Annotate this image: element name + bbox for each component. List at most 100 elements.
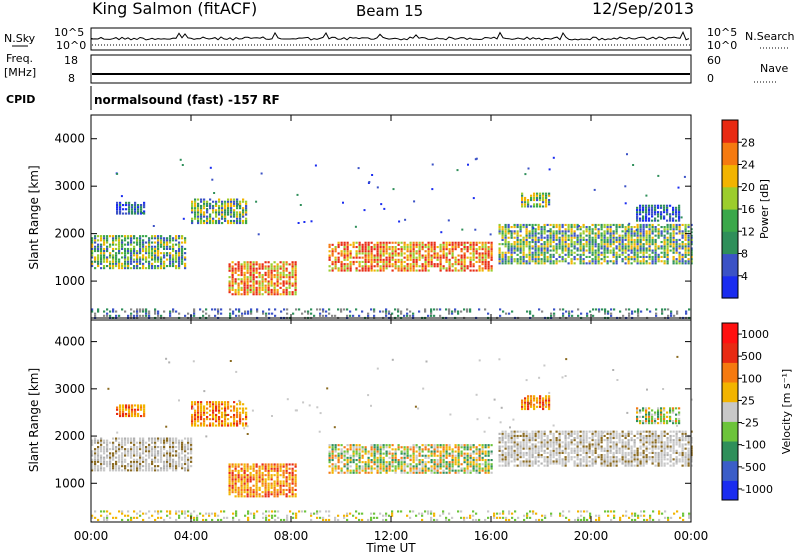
cpid-text: normalsound (fast) -157 RF: [94, 93, 280, 107]
y-tick-label-2: 3000: [54, 179, 85, 193]
colorbar-segment-1: [722, 253, 738, 277]
x-tick-label-1: 04:00: [174, 529, 209, 543]
scatter-band-1: [116, 201, 146, 215]
colorbar-tick-label-1: 8: [741, 248, 748, 261]
colorbar-tick-label-5: 24: [741, 159, 755, 172]
colorbar-tick-label-2: 100: [741, 372, 762, 385]
scatter-band-6: [521, 395, 551, 411]
colorbar-label: Velocity [m s⁻¹]: [780, 369, 793, 454]
colorbar-segment-4: [722, 401, 738, 422]
y-tick-label-0: 1000: [54, 476, 85, 490]
noise-tick-bottom: 10^0: [56, 39, 86, 52]
colorbar-tick-label-3: 16: [741, 203, 755, 216]
y-tick-label-2: 3000: [54, 382, 85, 396]
rti-panels: 1000 2000 3000 4000 Slant Range [km] 4 8 12 16 20…: [27, 114, 793, 554]
rti-panel-power: 1000 2000 3000 4000 Slant Range [km] 4 8 12 16 20…: [27, 114, 771, 321]
scatter-band-1: [116, 404, 146, 418]
colorbar-tick-label-4: 20: [741, 181, 755, 194]
scatter-band-5: [498, 430, 693, 467]
x-tick-label-3: 12:00: [374, 529, 409, 543]
y-axis-label: Slant Range [km]: [27, 165, 41, 269]
scatter-sparse: [115, 153, 693, 236]
colorbar-segment-3: [722, 421, 738, 442]
freq-panel: [90, 54, 692, 84]
y-axis-label: Slant Range [km]: [27, 368, 41, 472]
colorbar-power: 4 8 12 16 20 24 28 Power [dB]: [721, 119, 771, 299]
scatter-band-4: [328, 241, 493, 272]
x-tick-label-2: 08:00: [274, 529, 309, 543]
colorbar-tick-label-6: -500: [741, 461, 766, 474]
nave-tick-top: 60: [707, 54, 721, 67]
freq-tick-bottom: 8: [68, 72, 75, 85]
colorbar-tick-label-2: 12: [741, 225, 755, 238]
colorbar-segment-7: [722, 342, 738, 363]
panel-frame: [90, 114, 692, 321]
scatter-band-2: [191, 198, 248, 225]
nave-label: Nave: [760, 62, 788, 75]
y-tick-label-3: 4000: [54, 335, 85, 349]
scatter-band-3: [228, 261, 297, 296]
freq-tick-top: 18: [64, 54, 78, 67]
colorbar-segment-5: [722, 164, 738, 188]
colorbar-tick-label-7: -1000: [741, 483, 773, 496]
freq-label: Freq.: [6, 52, 33, 65]
colorbar-segment-7: [722, 120, 738, 143]
colorbar-segment-6: [722, 362, 738, 383]
n-search-label: N.Search: [745, 30, 795, 43]
mhz-label: [MHz]: [4, 66, 36, 79]
x-axis-label: Time UT: [365, 541, 416, 554]
colorbar-frame: [721, 322, 739, 501]
colorbar-segment-3: [722, 209, 738, 232]
x-tick-label-5: 20:00: [574, 529, 609, 543]
colorbar-segment-6: [722, 142, 738, 166]
scatter-band-4: [328, 444, 493, 474]
panel-frame: [90, 317, 692, 523]
x-tick-label-0: 00:00: [74, 529, 109, 543]
nave-tick-bottom: 0: [707, 72, 714, 85]
cpid-label: CPID: [6, 93, 35, 106]
colorbar-tick-label-0: 4: [741, 270, 748, 283]
colorbar-segment-5: [722, 382, 738, 403]
colorbar-tick-label-6: 28: [741, 136, 755, 149]
scatter-band-3: [228, 463, 297, 498]
scatter-band-7: [636, 407, 681, 425]
colorbar-tick-label-0: 1000: [741, 328, 769, 341]
colorbar-tick-label-4: -25: [741, 417, 759, 430]
station-title: King Salmon (fitACF): [92, 0, 257, 18]
colorbar-segment-4: [722, 186, 738, 210]
y-tick-label-1: 2000: [54, 429, 85, 443]
scatter-band-5: [498, 223, 693, 265]
noise-panel: [90, 27, 692, 51]
colorbar-velocity: 1000 500 100 25 -25 -100 -500 -1000 Velocity [m …: [721, 322, 793, 501]
x-tick-label-4: 16:00: [474, 529, 509, 543]
colorbar-segment-1: [722, 460, 738, 481]
colorbar-segment-2: [722, 231, 738, 255]
scatter-band-8: [91, 510, 691, 521]
noise-sky-line: [91, 30, 690, 41]
scatter-band-2: [191, 401, 248, 427]
y-tick-label-1: 2000: [54, 227, 85, 241]
y-tick-label-3: 4000: [54, 132, 85, 146]
date-title: 12/Sep/2013: [592, 0, 694, 18]
scatter-band-6: [521, 192, 551, 208]
scatter-band-0: [91, 437, 193, 472]
colorbar-segment-2: [722, 441, 738, 462]
colorbar-segment-8: [722, 323, 738, 344]
scatter-band-0: [91, 235, 187, 270]
colorbar-tick-label-5: -100: [741, 439, 766, 452]
noise-tick-bottom-right: 10^0: [707, 39, 737, 52]
colorbar-tick-label-1: 500: [741, 350, 762, 363]
n-sky-label: N.Sky: [4, 32, 36, 45]
scatter-sparse: [107, 355, 693, 438]
beam-title: Beam 15: [356, 2, 423, 20]
rti-panel-velocity: 1000 2000 3000 4000 Slant Range [km] 00:00 04:…: [27, 317, 793, 554]
colorbar-segment-0: [722, 275, 738, 299]
y-tick-label-0: 1000: [54, 274, 85, 288]
colorbar-segment-0: [722, 480, 738, 501]
noise-tick-top-right: 10^5: [707, 26, 737, 39]
noise-tick-top: 10^5: [54, 26, 84, 39]
noise-trace: [91, 30, 690, 46]
colorbar-label: Power [dB]: [758, 179, 771, 239]
rti-cells-power: [91, 153, 693, 319]
